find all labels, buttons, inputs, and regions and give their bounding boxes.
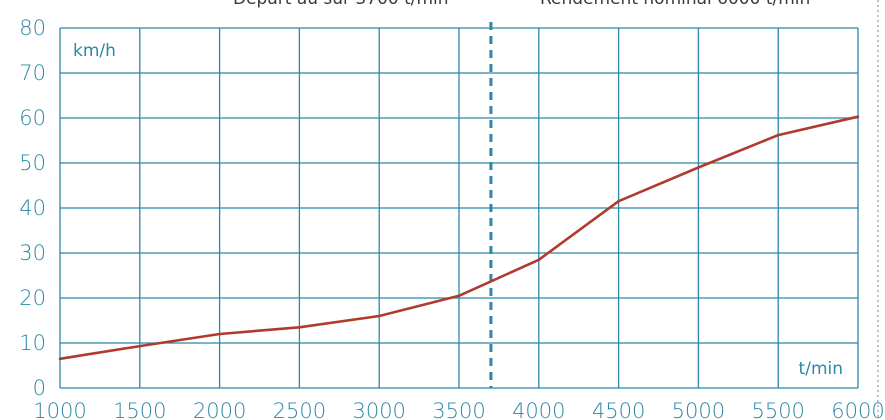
data-point [776, 133, 780, 137]
data-point [617, 199, 620, 203]
x-tick-label: 4000 [512, 399, 565, 420]
data-point [537, 258, 541, 262]
data-point [377, 314, 381, 318]
data-point [697, 166, 700, 169]
x-tick-label: 1000 [33, 399, 86, 420]
y-tick-label: 0 [33, 376, 46, 400]
x-tick-label: 5000 [672, 399, 725, 420]
data-point [58, 357, 62, 361]
data-point [218, 332, 221, 336]
y-axis-unit-label: km/h [73, 41, 116, 61]
y-tick-label: 40 [19, 196, 46, 220]
y-tick-label: 80 [19, 16, 46, 40]
y-tick-label: 60 [19, 106, 46, 130]
x-tick-label: 3000 [352, 399, 405, 420]
x-tick-label: 2000 [193, 399, 246, 420]
x-tick-label: 3500 [432, 399, 485, 420]
y-tick-label: 10 [19, 331, 46, 355]
data-point [457, 294, 461, 298]
y-tick-label: 70 [19, 61, 46, 85]
x-axis-unit-label: t/min [799, 359, 843, 379]
x-tick-label: 1500 [113, 399, 166, 420]
x-tick-label: 4500 [592, 399, 645, 420]
y-tick-label: 50 [19, 151, 46, 175]
data-point [138, 344, 142, 348]
data-point [298, 325, 301, 329]
x-tick-label: 6000 [831, 399, 884, 420]
x-tick-label: 5500 [751, 399, 804, 420]
annotation-start-speed: Départ au sur 3700 t/min [233, 0, 449, 9]
data-point [856, 115, 860, 118]
y-tick-label: 20 [19, 286, 46, 310]
x-tick-label: 2500 [273, 399, 326, 420]
annotation-nominal-speed: Rendement nominal 6000 t/min [540, 0, 810, 9]
y-tick-label: 30 [19, 241, 46, 265]
